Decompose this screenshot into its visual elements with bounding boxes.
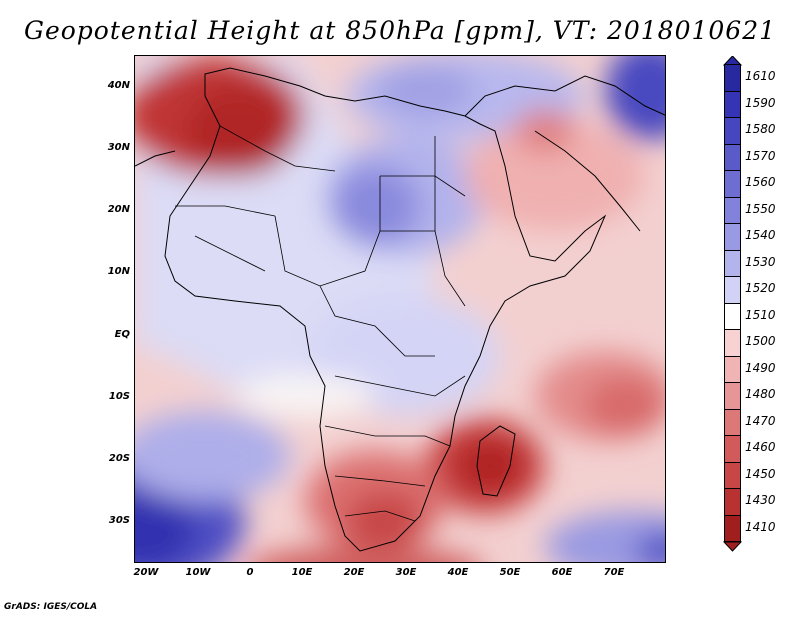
colorbar-label: 1560 [745,175,776,190]
lat-label-30n: 30N [107,142,130,153]
lat-label-30s: 30S [108,515,130,526]
colorbar-label: 1510 [745,307,776,322]
lon-label-40e: 40E [447,567,469,578]
lat-label-40n: 40N [107,80,130,91]
colorbar-label: 1480 [745,387,776,402]
colorbar-swatch [724,488,741,516]
colorbar-label: 1430 [745,493,776,508]
colorbar-bottom-arrow [722,541,743,552]
colorbar-swatch [724,461,741,489]
colorbar-swatch [724,382,741,410]
colorbar-label: 1460 [745,440,776,455]
colorbar-label: 1540 [745,228,776,243]
lat-label-eq: EQ [114,329,130,340]
lon-label-20w: 20W [133,567,159,578]
colorbar-swatch [724,329,741,357]
colorbar-swatch [724,90,741,118]
lat-label-20s: 20S [108,453,130,464]
lon-label-10w: 10W [185,567,211,578]
colorbar-label: 1580 [745,122,776,137]
lon-label-70e: 70E [603,567,625,578]
colorbar-arrows [722,56,743,552]
colorbar-swatch [724,408,741,436]
colorbar-swatch [724,514,741,542]
field-blobs [135,56,665,562]
lon-label-30e: 30E [395,567,417,578]
colorbar-swatch [724,64,741,92]
colorbar-swatch [724,196,741,224]
credit-text: GrADS: IGES/COLA [4,602,98,612]
lon-label-50e: 50E [499,567,521,578]
colorbar-label: 1470 [745,413,776,428]
lat-label-10s: 10S [108,391,130,402]
colorbar-label: 1450 [745,466,776,481]
colorbar-label: 1570 [745,148,776,163]
geopotential-field [135,56,665,562]
colorbar-swatch [724,170,741,198]
lon-label-0: 0 [246,567,254,578]
colorbar-label: 1610 [745,69,776,84]
colorbar-label: 1410 [745,519,776,534]
colorbar-swatch [724,249,741,277]
lon-label-10e: 10E [291,567,313,578]
colorbar-swatch [724,435,741,463]
lat-label-20n: 20N [107,204,130,215]
colorbar-label: 1520 [745,281,776,296]
lat-label-10n: 10N [107,266,130,277]
colorbar-label: 1590 [745,95,776,110]
colorbar-swatch [724,276,741,304]
colorbar-swatch [724,117,741,145]
colorbar-swatch [724,143,741,171]
colorbar-label: 1530 [745,254,776,269]
colorbar-swatch [724,355,741,383]
colorbar-label: 1500 [745,334,776,349]
colorbar-swatch [724,302,741,330]
lon-label-60e: 60E [551,567,573,578]
colorbar-label: 1490 [745,360,776,375]
lon-label-20e: 20E [343,567,365,578]
map-panel [134,55,666,563]
country-borders [175,125,466,522]
coastlines [135,67,665,552]
map-title: Geopotential Height at 850hPa [gpm], VT:… [23,16,777,45]
colorbar-swatch [724,223,741,251]
colorbar-label: 1550 [745,201,776,216]
